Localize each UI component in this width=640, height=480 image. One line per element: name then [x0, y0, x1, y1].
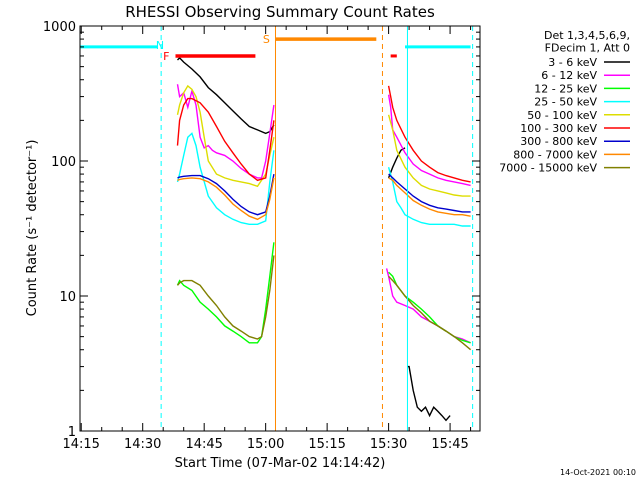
x-tick-label: 15:15 [308, 437, 345, 452]
series-line [176, 84, 275, 179]
y-tick-label: 1 [68, 425, 76, 440]
legend-header-line: Det 1,3,4,5,6,9, [544, 29, 630, 42]
series-line [387, 94, 471, 187]
series-line [176, 242, 275, 344]
series-line [177, 177, 275, 221]
legend-entry-label: 50 - 100 keV [527, 109, 597, 122]
series-line [387, 147, 406, 179]
x-tick-label: 14:45 [185, 437, 222, 452]
flag-label-S: S [263, 33, 270, 46]
legend-entry-label: 6 - 12 keV [541, 69, 597, 82]
series-layer [176, 56, 472, 422]
series-line [176, 97, 275, 182]
series-800-7000keV [177, 177, 471, 221]
series-50-100keV [176, 84, 471, 197]
legend-entry-label: 300 - 800 keV [520, 135, 597, 148]
series-line [177, 56, 275, 135]
chart-title: RHESSI Observing Summary Count Rates [125, 3, 435, 21]
y-tick-label: 100 [51, 155, 76, 170]
flag-label-F: F [163, 50, 169, 63]
series-12-25keV [176, 242, 471, 344]
legend: Det 1,3,4,5,6,9,FDecim 1, Att 03 - 6 keV… [499, 29, 630, 175]
x-axis-title: Start Time (07-Mar-02 14:14:42) [175, 456, 386, 471]
legend-entry-label: 3 - 6 keV [548, 56, 597, 69]
series-line [388, 275, 472, 351]
series-3-6keV [177, 56, 451, 422]
series-line [177, 173, 275, 216]
x-tick-label: 15:30 [370, 437, 407, 452]
flag-label-N: N [156, 39, 164, 52]
x-tick-label: 15:00 [247, 437, 284, 452]
legend-entry-label: 25 - 50 keV [534, 96, 597, 109]
legend-entry-label: 100 - 300 keV [520, 122, 597, 135]
series-300-800keV [177, 173, 471, 216]
series-line [407, 365, 451, 422]
x-tick-label: 15:45 [431, 437, 468, 452]
series-100-300keV [176, 85, 471, 183]
series-line [388, 271, 471, 344]
series-line [387, 114, 471, 197]
series-line [387, 167, 471, 227]
series-line [385, 268, 471, 344]
series-line [388, 177, 471, 217]
y-axis-title: Count Rate (s⁻¹ detector⁻¹) [25, 140, 40, 317]
series-7000-15000keV [176, 255, 472, 351]
series-line [387, 85, 471, 183]
series-line [176, 84, 275, 188]
y-tick-label: 10 [59, 290, 76, 305]
series-6-12keV [176, 84, 471, 344]
generation-timestamp: 14-Oct-2021 00:10 [560, 468, 636, 477]
legend-header-line: FDecim 1, Att 0 [545, 42, 630, 55]
series-line [176, 255, 275, 340]
legend-entry-label: 12 - 25 keV [534, 82, 597, 95]
marker-layer: NF S [80, 26, 474, 431]
series-25-50keV [176, 132, 471, 227]
legend-entry-label: 7000 - 15000 keV [499, 162, 597, 175]
x-tick-label: 14:15 [62, 437, 99, 452]
x-tick-label: 14:30 [124, 437, 161, 452]
legend-entry-label: 800 - 7000 keV [513, 148, 597, 161]
series-line [176, 132, 275, 226]
y-tick-label: 1000 [43, 20, 76, 35]
series-line [388, 173, 471, 213]
axes-layer: 1 10 100 1000 14:15 14:30 14:45 15:00 15:15 15:30… [43, 20, 481, 452]
plot-frame [79, 25, 481, 432]
